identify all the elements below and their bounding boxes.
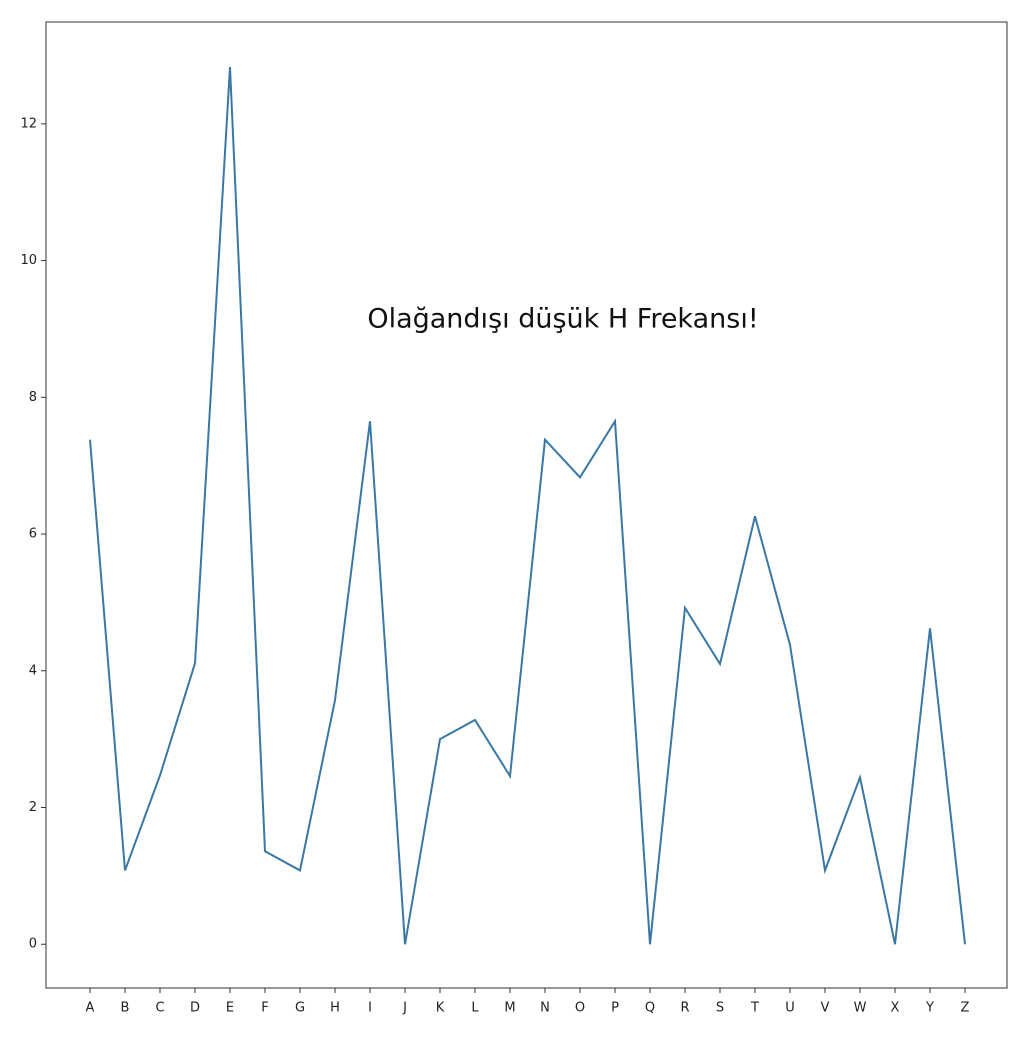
y-tick-label: 8 (29, 390, 37, 405)
x-tick-label: E (226, 1001, 234, 1016)
x-tick-label: X (891, 1001, 900, 1016)
x-tick-label: T (750, 1001, 759, 1016)
plot-frame (45, 21, 1008, 989)
x-tick-label: M (504, 1001, 515, 1016)
x-tick-label: R (680, 1001, 689, 1016)
x-tick-label: N (540, 1001, 550, 1016)
x-tick-label: D (190, 1001, 200, 1016)
x-tick-label: Q (645, 1001, 655, 1016)
x-tick-label: C (155, 1001, 164, 1016)
y-tick-label: 12 (20, 116, 37, 131)
y-tick-label: 4 (29, 663, 37, 678)
y-tick-label: 10 (20, 253, 37, 268)
y-tick-label: 2 (29, 800, 37, 815)
x-tick-label: W (854, 1001, 867, 1016)
x-tick-label: G (295, 1001, 305, 1016)
x-tick-label: Y (925, 1001, 934, 1016)
x-tick-label: P (611, 1001, 619, 1016)
x-tick-label: S (716, 1001, 724, 1016)
x-tick-label: B (121, 1001, 130, 1016)
x-tick-label: I (368, 1001, 372, 1016)
x-tick-label: V (821, 1001, 830, 1016)
y-tick-label: 0 (29, 937, 37, 952)
x-tick-label: L (471, 1001, 479, 1016)
x-tick-label: Z (961, 1001, 970, 1016)
x-tick-label: J (402, 1001, 407, 1016)
x-tick-label: K (436, 1001, 445, 1016)
x-tick-label: U (785, 1001, 795, 1016)
y-tick-label: 6 (29, 527, 37, 542)
line (89, 67, 966, 945)
annotation: Olağandışı düşük H Frekansı! (367, 304, 758, 335)
x-tick-label: A (86, 1001, 95, 1016)
x-tick-label: H (330, 1001, 340, 1016)
x-tick-label: O (575, 1001, 585, 1016)
x-tick-label: F (261, 1001, 268, 1016)
